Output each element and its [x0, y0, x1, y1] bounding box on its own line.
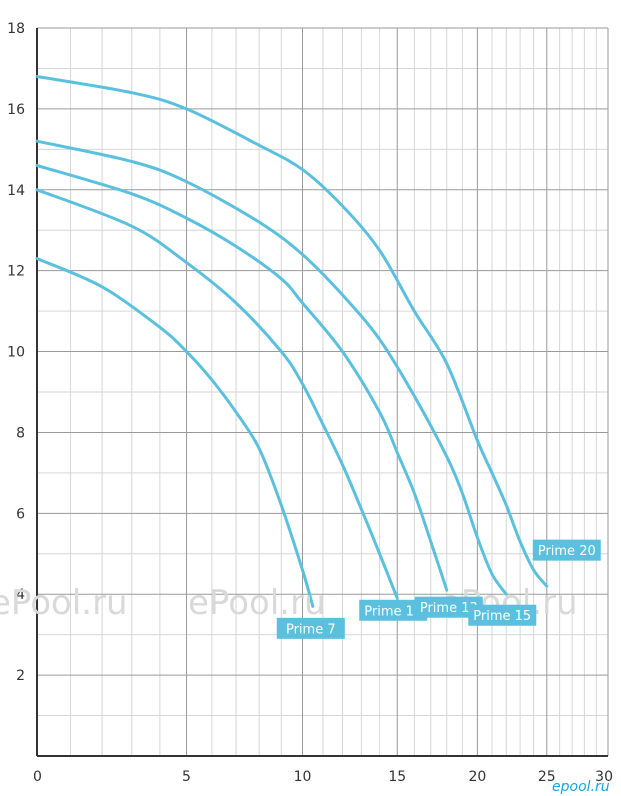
curve-label: Prime 11: [364, 604, 422, 619]
x-tick-label: 30: [595, 769, 613, 785]
y-tick-label: 12: [7, 264, 25, 280]
corner-logo: epool.ru: [552, 779, 610, 795]
major-grid: [37, 27, 609, 756]
x-tick-label: 5: [182, 769, 191, 785]
watermark-1: ePool.ru: [0, 583, 128, 623]
curve-prime-20: [35, 75, 549, 588]
curve-prime-11: [35, 188, 399, 600]
curve-label: Prime 15: [473, 609, 531, 624]
y-tick-label: 2: [16, 668, 25, 684]
x-tick-label: 15: [388, 769, 406, 785]
minor-grid: [37, 28, 608, 756]
x-tick-label: 0: [33, 769, 42, 785]
curve-label-box: [276, 617, 345, 639]
curve-label-box: [359, 599, 428, 621]
curve-label: Prime 13: [420, 601, 478, 616]
y-tick-label: 6: [16, 506, 25, 522]
curve-label: Prime 20: [538, 544, 596, 559]
curve-label: Prime 7: [286, 622, 336, 637]
y-tick-label: 16: [7, 102, 25, 118]
y-tick-labels: 2 4 6 8 10 12 14 16 18: [7, 21, 25, 684]
curve-label-box: [414, 596, 483, 618]
curve-label-box: [532, 539, 601, 561]
curve-prime-15: [35, 139, 508, 596]
x-tick-label: 10: [294, 769, 312, 785]
performance-curves: [35, 75, 549, 608]
y-tick-label: 10: [7, 345, 25, 361]
watermark-layer: ePool.ru ePool.ru ePool.ru: [0, 583, 578, 623]
curve-label-box: [468, 604, 537, 626]
x-tick-label: 20: [468, 769, 486, 785]
x-tick-label: 25: [538, 769, 556, 785]
y-tick-label: 4: [16, 587, 25, 603]
y-tick-label: 8: [16, 425, 25, 441]
axes: [36, 28, 608, 757]
curve-prime-13: [35, 164, 449, 592]
curve-prime-7: [35, 257, 315, 608]
y-tick-label: 18: [7, 21, 25, 37]
y-tick-label: 14: [7, 183, 25, 199]
watermark-2: ePool.ru: [188, 583, 326, 623]
x-tick-labels: 0 5 10 15 20 25 30: [33, 769, 613, 785]
